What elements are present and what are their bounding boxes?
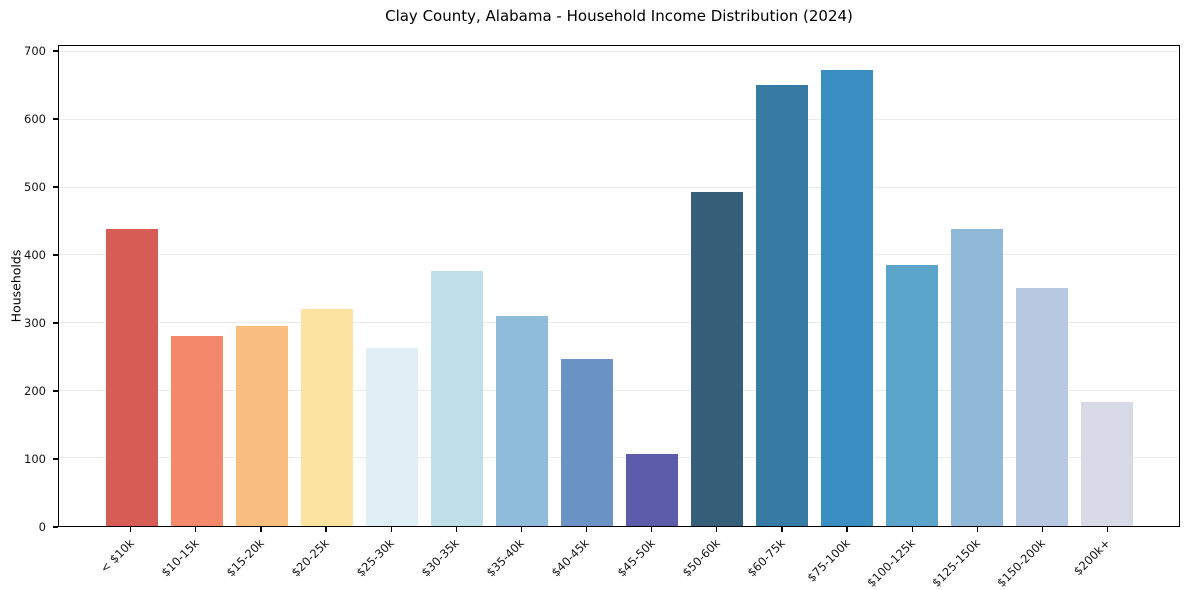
- bars-container: [59, 46, 1179, 526]
- x-tick-mark: [781, 527, 783, 532]
- x-tick-mark: [1041, 527, 1044, 532]
- y-tick-mark: [53, 458, 58, 460]
- bar-slot: [879, 46, 944, 526]
- x-tick-label--10k: < $10k: [96, 536, 137, 576]
- bar-slot: [684, 46, 749, 526]
- bar-slot: [164, 46, 229, 526]
- bar-slot: [294, 46, 359, 526]
- x-tick-mark: [260, 527, 262, 532]
- bar--75-100k: [820, 69, 873, 526]
- bar-slot: [814, 46, 879, 526]
- bar--60-75k: [755, 85, 808, 526]
- bar-slot: [1009, 46, 1074, 526]
- bar--45-50k: [625, 454, 678, 526]
- x-axis-ticks: < $10k $10-15k $15-20k $20-25k $25-30k $30-35…: [58, 527, 1180, 590]
- y-tick-label-300: 300: [24, 316, 46, 331]
- bar--20-25k: [300, 308, 353, 526]
- bar-slot: [1074, 46, 1139, 526]
- bar--200k+: [1080, 402, 1133, 526]
- chart-title: Clay County, Alabama - Household Income …: [385, 7, 853, 25]
- bar--40-45k: [560, 358, 613, 526]
- x-tick-mark: [976, 527, 978, 532]
- y-tick-label-0: 0: [38, 520, 46, 534]
- bar-slot: [99, 46, 164, 526]
- x-tick-mark: [585, 527, 588, 532]
- bar--15-20k: [235, 326, 288, 526]
- bar-slot: [489, 46, 554, 526]
- x-tick-mark: [130, 527, 132, 532]
- x-tick-mark: [520, 527, 523, 532]
- y-tick-label-600: 600: [24, 112, 46, 127]
- y-tick-mark: [53, 50, 58, 52]
- x-tick-mark: [390, 527, 392, 532]
- y-tick-mark: [53, 526, 58, 528]
- x-tick-mark: [846, 527, 848, 532]
- bar--150-200k: [1015, 288, 1068, 526]
- bar-slot: [424, 46, 489, 526]
- bar--100-125k: [885, 265, 938, 526]
- y-tick-label-200: 200: [24, 384, 46, 399]
- bar--30-35k: [430, 271, 483, 526]
- bar--35-40k: [495, 316, 548, 526]
- y-tick-mark: [53, 118, 58, 120]
- x-tick-mark: [911, 527, 913, 532]
- bar-slot: [944, 46, 1009, 526]
- y-tick-label-500: 500: [24, 180, 46, 195]
- bar--25-30k: [365, 347, 418, 526]
- x-tick-mark: [716, 527, 718, 532]
- y-tick-label-700: 700: [24, 44, 46, 59]
- x-tick-mark: [1106, 527, 1109, 532]
- y-tick-label-400: 400: [24, 248, 46, 263]
- x-tick-mark: [651, 527, 653, 532]
- bar-slot: [359, 46, 424, 526]
- bar--50-60k: [690, 192, 743, 526]
- x-tick-mark: [325, 527, 327, 532]
- bar--10k: [105, 229, 158, 526]
- y-tick-mark: [53, 254, 58, 256]
- bar-slot: [619, 46, 684, 526]
- y-tick-mark: [53, 322, 58, 324]
- bar--125-150k: [950, 229, 1003, 526]
- y-tick-mark: [53, 390, 58, 392]
- bar-slot: [749, 46, 814, 526]
- x-tick-mark: [455, 527, 457, 532]
- x-tick-mark: [195, 527, 197, 532]
- y-tick-label-100: 100: [24, 452, 46, 467]
- bar--10-15k: [170, 336, 223, 526]
- y-tick-mark: [53, 186, 58, 188]
- y-axis-ticks: 0 100 200 300 400 500 600 700: [0, 44, 58, 534]
- bar-slot: [229, 46, 294, 526]
- bar-slot: [554, 46, 619, 526]
- plot-area: [58, 45, 1180, 527]
